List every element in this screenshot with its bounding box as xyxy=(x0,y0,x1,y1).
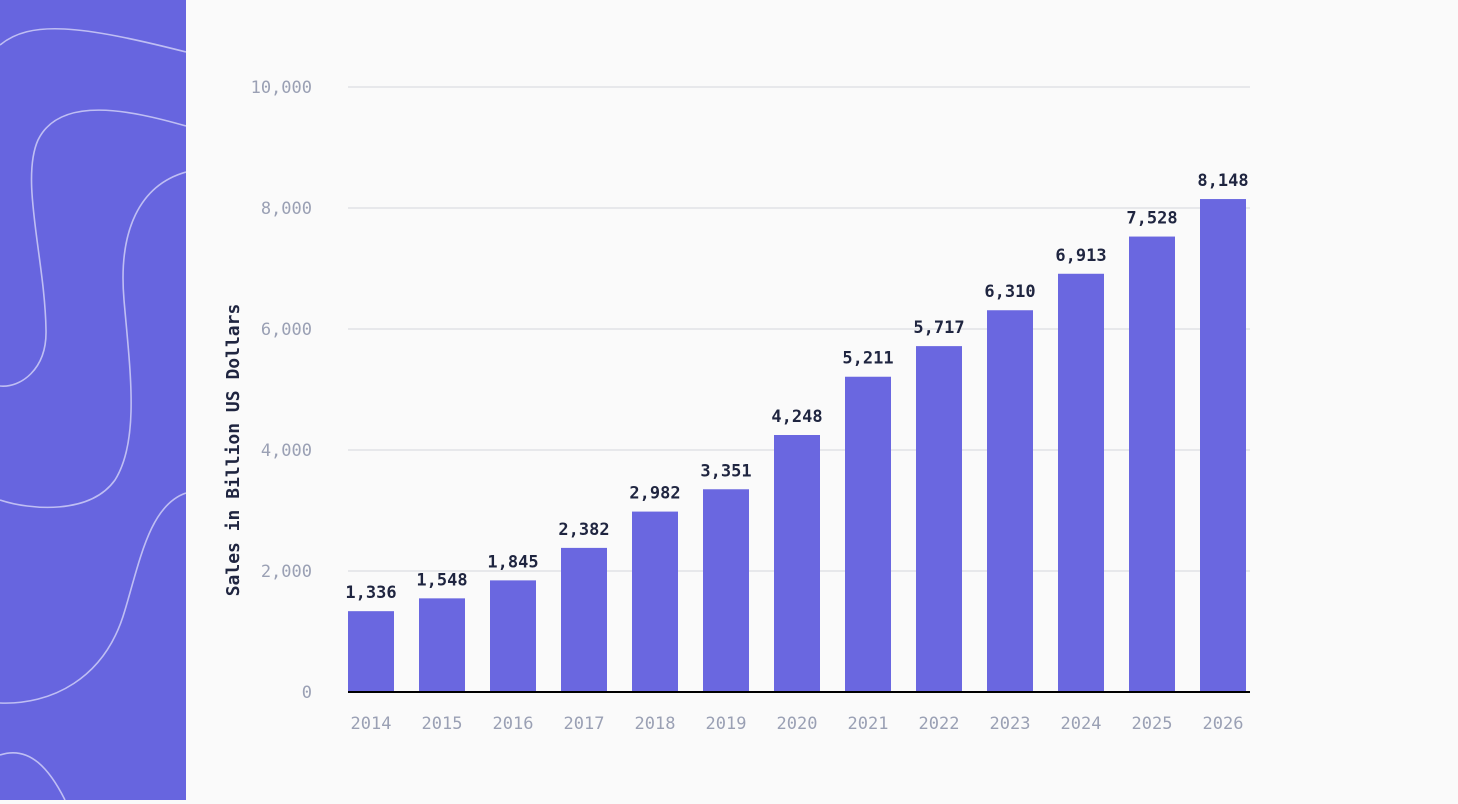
x-tick-label: 2022 xyxy=(919,714,960,734)
x-tick-label: 2024 xyxy=(1061,714,1102,734)
y-tick-label: 8,000 xyxy=(261,199,312,219)
data-label: 2,982 xyxy=(629,484,680,504)
bar-2021 xyxy=(845,376,891,692)
bar-2020 xyxy=(774,434,820,692)
bar-2026 xyxy=(1200,199,1246,692)
bar-2022 xyxy=(916,346,962,692)
bar-2015 xyxy=(419,598,465,692)
data-label: 8,148 xyxy=(1197,171,1248,191)
x-tick-label: 2025 xyxy=(1132,714,1173,734)
y-tick-label: 2,000 xyxy=(261,562,312,582)
data-label: 6,310 xyxy=(984,282,1035,302)
x-tick-label: 2017 xyxy=(564,714,605,734)
data-label: 5,717 xyxy=(913,318,964,338)
data-label: 3,351 xyxy=(700,461,751,481)
data-label: 1,336 xyxy=(345,583,396,603)
bar-2024 xyxy=(1058,273,1104,692)
bar-2018 xyxy=(632,511,678,692)
y-tick-label: 6,000 xyxy=(261,320,312,340)
x-tick-label: 2015 xyxy=(422,714,463,734)
bar-2017 xyxy=(561,547,607,692)
data-label: 6,913 xyxy=(1055,246,1106,266)
data-label: 7,528 xyxy=(1126,209,1177,229)
data-label: 5,211 xyxy=(842,349,893,369)
data-label: 2,382 xyxy=(558,520,609,540)
decorative-side-panel xyxy=(0,0,187,801)
bar-2019 xyxy=(703,489,749,692)
x-tick-label: 2016 xyxy=(493,714,534,734)
y-tick-label: 0 xyxy=(302,683,312,703)
x-tick-label: 2026 xyxy=(1203,714,1244,734)
data-label: 4,248 xyxy=(771,407,822,427)
x-tick-label: 2014 xyxy=(351,714,392,734)
x-tick-label: 2020 xyxy=(777,714,818,734)
y-tick-label: 10,000 xyxy=(251,78,312,98)
x-tick-label: 2021 xyxy=(848,714,889,734)
y-tick-label: 4,000 xyxy=(261,441,312,461)
data-label: 1,845 xyxy=(487,552,538,572)
bar-2016 xyxy=(490,580,536,692)
x-tick-label: 2019 xyxy=(706,714,747,734)
bar-2014 xyxy=(348,611,394,692)
x-tick-label: 2018 xyxy=(635,714,676,734)
wave-pattern xyxy=(0,27,187,801)
y-axis-label: Sales in Billion US Dollars xyxy=(223,304,244,597)
bar-2025 xyxy=(1129,236,1175,692)
bar-2023 xyxy=(987,310,1033,692)
data-label: 1,548 xyxy=(416,570,467,590)
x-tick-label: 2023 xyxy=(990,714,1031,734)
